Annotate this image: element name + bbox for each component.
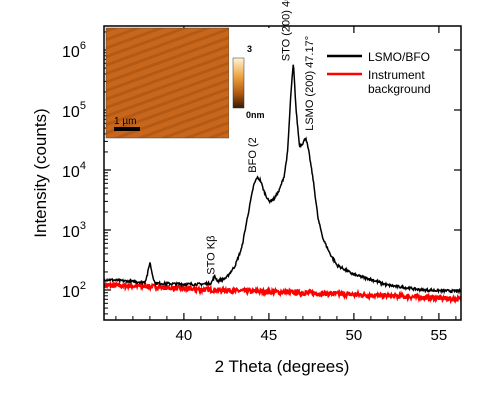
afm-inset: 3 0nm 1 µm xyxy=(105,27,271,139)
y-tick-label: 102 xyxy=(62,280,86,301)
peak-annotation-3: LSMO (200) 47.17° xyxy=(304,36,316,131)
inset-colorbar xyxy=(232,57,245,109)
legend-label-instrument-background: Instrument background xyxy=(368,68,431,96)
x-axis-label: 2 Theta (degrees) xyxy=(215,357,350,376)
y-tick-label: 103 xyxy=(62,220,86,241)
inset-scalebar-label: 1 µm xyxy=(114,116,136,127)
legend-label-lsmo-bfo: LSMO/BFO xyxy=(368,50,430,64)
inset-colorbar-min: 0nm xyxy=(246,110,265,120)
x-tick-label: 40 xyxy=(176,327,193,344)
inset-scalebar xyxy=(114,127,140,131)
y-tick-label: 106 xyxy=(62,40,86,61)
legend: LSMO/BFO Instrument background xyxy=(327,50,431,96)
y-axis-label: Intensity (counts) xyxy=(31,108,50,237)
inset-colorbar-max: 3 xyxy=(247,44,252,54)
y-tick-label: 104 xyxy=(62,160,86,181)
y-tick-label: 105 xyxy=(62,100,86,121)
afm-image xyxy=(105,27,230,139)
tick-layer: 40 45 50 55 102 103 104 105 106 xyxy=(62,26,461,344)
series-line-instrument-background xyxy=(104,280,461,305)
series-layer xyxy=(104,64,461,305)
peak-annotation-0: STO Kβ xyxy=(206,236,218,275)
x-tick-label: 50 xyxy=(346,327,363,344)
x-tick-label: 55 xyxy=(431,327,448,344)
x-tick-label: 45 xyxy=(261,327,278,344)
series-line-lsmo-bfo xyxy=(104,64,461,295)
peak-annotation-2: STO (200) 46.44° xyxy=(280,0,292,61)
